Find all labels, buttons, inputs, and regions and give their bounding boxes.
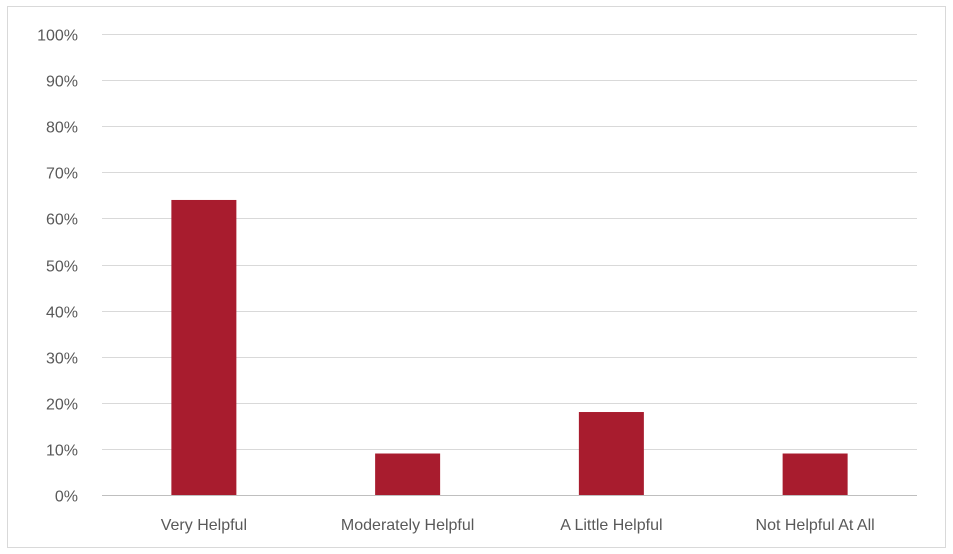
y-tick-label: 70%: [46, 166, 78, 183]
y-tick-label: 0%: [55, 489, 78, 506]
y-tick-label: 60%: [46, 212, 78, 229]
y-tick-label: 30%: [46, 351, 78, 368]
y-tick-label: 50%: [46, 259, 78, 276]
y-axis-tick-labels: 0% 10% 20% 30% 40% 50% 60% 70% 80% 90% 100%: [37, 28, 78, 506]
y-tick-label: 100%: [37, 28, 78, 45]
y-tick-label: 80%: [46, 120, 78, 137]
x-category-label: Not Helpful At All: [756, 517, 875, 534]
y-tick-label: 20%: [46, 397, 78, 414]
x-axis-category-labels: Very Helpful Moderately Helpful A Little H…: [161, 517, 875, 534]
bar: [579, 412, 644, 495]
x-category-label: Very Helpful: [161, 517, 247, 534]
bars: [171, 200, 847, 495]
y-tick-label: 40%: [46, 305, 78, 322]
bar: [171, 200, 236, 495]
x-category-label: Moderately Helpful: [341, 517, 474, 534]
bar: [783, 454, 848, 495]
x-category-label: A Little Helpful: [560, 517, 662, 534]
y-tick-label: 90%: [46, 74, 78, 91]
bar: [375, 454, 440, 495]
y-tick-label: 10%: [46, 443, 78, 460]
